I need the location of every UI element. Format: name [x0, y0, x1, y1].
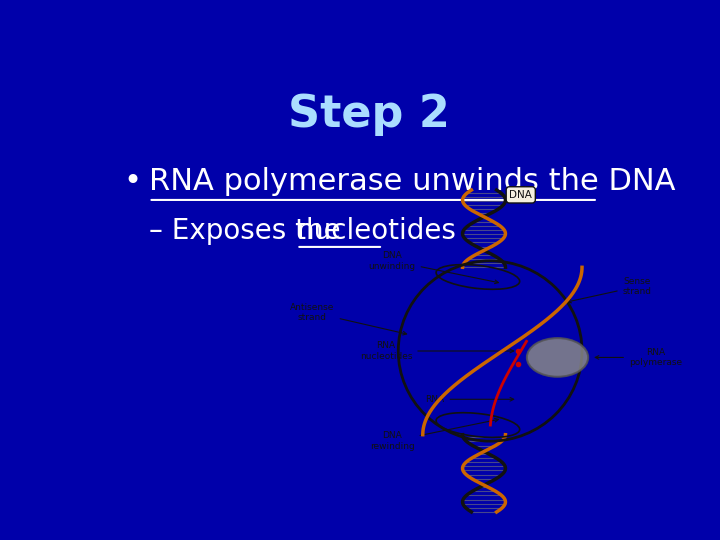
Text: nucleotides: nucleotides: [297, 217, 456, 245]
Text: RNA
polymerase: RNA polymerase: [595, 348, 682, 367]
Text: DNA
rewinding: DNA rewinding: [370, 418, 498, 451]
Text: DNA
unwinding: DNA unwinding: [369, 251, 498, 284]
Text: DNA: DNA: [509, 190, 532, 200]
Text: RNA
nucleotides: RNA nucleotides: [360, 341, 513, 361]
Text: Step 2: Step 2: [288, 93, 450, 136]
Ellipse shape: [527, 338, 588, 377]
Text: RNA polymerase unwinds the DNA: RNA polymerase unwinds the DNA: [148, 167, 675, 195]
Text: •: •: [124, 167, 142, 195]
Text: Sense
strand: Sense strand: [567, 277, 652, 303]
Text: Antisense
strand: Antisense strand: [290, 302, 407, 335]
Text: RNA: RNA: [426, 395, 513, 404]
Text: – Exposes the: – Exposes the: [148, 217, 349, 245]
